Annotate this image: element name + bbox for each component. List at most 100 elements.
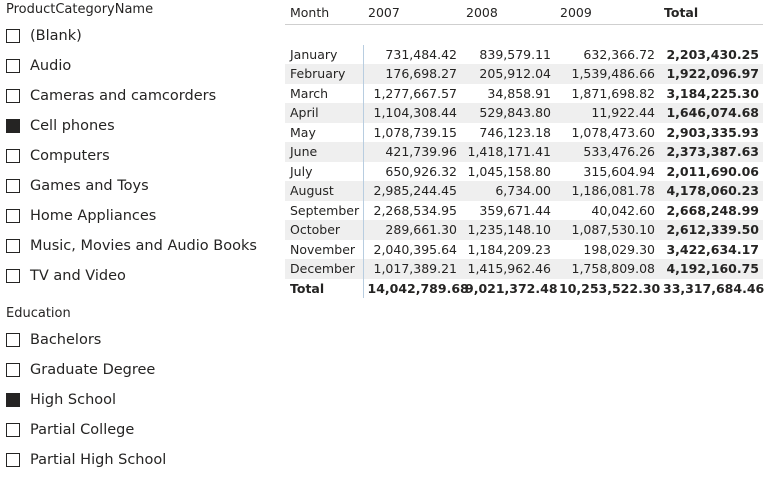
value-cell-2009: 1,087,530.10	[555, 220, 659, 240]
month-cell: April	[285, 103, 364, 123]
slicer-item[interactable]: Games and Toys	[6, 171, 276, 201]
row-total-cell: 4,178,060.23	[659, 181, 763, 201]
column-header-total[interactable]: Total	[664, 4, 699, 20]
total-label: Total	[285, 278, 364, 298]
row-total-cell: 2,668,248.99	[666, 202, 759, 218]
checkbox-icon[interactable]	[6, 29, 20, 43]
checkbox-icon[interactable]	[6, 89, 20, 103]
value-cell-2007: 1,078,739.15	[373, 124, 458, 140]
checkbox-icon[interactable]	[6, 239, 20, 253]
column-header-2007[interactable]: 2007	[368, 4, 400, 20]
checkbox-icon[interactable]	[6, 209, 20, 223]
matrix-table: Month 2007 2008 2009 Total January 731,48…	[285, 0, 764, 298]
slicer-item[interactable]: High School	[6, 385, 276, 415]
slicer-item-label: Audio	[30, 58, 72, 74]
value-cell-2008: 746,123.18	[479, 124, 551, 140]
slicer-item[interactable]: Partial High School	[6, 445, 276, 475]
grand-total-cell: 10,253,522.30	[559, 280, 661, 296]
month-cell: March	[285, 83, 364, 103]
value-cell-2008: 1,418,171.41	[461, 142, 555, 162]
spacer-cell	[285, 25, 763, 45]
month-cell: June	[285, 142, 364, 162]
checkbox-icon[interactable]	[6, 423, 20, 437]
checkbox-icon[interactable]	[6, 59, 20, 73]
table-row[interactable]: February 176,698.27 205,912.04 1,539,486.66…	[285, 64, 763, 84]
slicer-item[interactable]: Partial College	[6, 415, 276, 445]
grand-total-cell: 9,021,372.48	[465, 280, 558, 296]
value-cell-2007: 421,739.96	[363, 142, 461, 162]
value-cell-2008: 205,912.04	[461, 64, 555, 84]
slicer-title: ProductCategoryName	[6, 2, 154, 17]
table-row[interactable]: November 2,040,395.64 1,184,209.23 198,029.…	[285, 239, 763, 259]
row-total-cell: 2,203,430.25	[666, 46, 759, 62]
row-total-cell: 2,612,339.50	[659, 220, 763, 240]
month-cell: July	[285, 161, 364, 181]
row-total-cell: 2,011,690.06	[666, 163, 759, 179]
value-cell-2007: 1,104,308.44	[363, 103, 461, 123]
slicer-item[interactable]: Music, Movies and Audio Books	[6, 231, 276, 261]
slicer-item[interactable]: Home Appliances	[6, 201, 276, 231]
table-row[interactable]: October 289,661.30 1,235,148.10 1,087,530.1…	[285, 220, 763, 240]
value-cell-2009: 1,871,698.82	[571, 85, 656, 101]
grand-total-cell: 14,042,789.68	[367, 280, 469, 296]
checkbox-icon[interactable]	[6, 363, 20, 377]
slicer-item[interactable]: (Blank)	[6, 21, 276, 51]
table-row[interactable]: December 1,017,389.21 1,415,962.46 1,758,80…	[285, 259, 763, 279]
checkbox-icon[interactable]	[6, 453, 20, 467]
slicer-item-label: (Blank)	[30, 28, 82, 44]
matrix-header-row: Month 2007 2008 2009 Total	[285, 0, 763, 25]
slicer-item-label: Computers	[30, 148, 110, 164]
slicer-item[interactable]: Graduate Degree	[6, 355, 276, 385]
row-total-cell: 1,922,096.97	[659, 64, 763, 84]
sales-matrix: Month 2007 2008 2009 Total January 731,48…	[285, 0, 764, 298]
table-row[interactable]: September 2,268,534.95 359,671.44 40,042.60…	[285, 200, 763, 220]
total-row[interactable]: Total 14,042,789.68 9,021,372.48 10,253,522…	[285, 278, 764, 298]
slicer-item[interactable]: Audio	[6, 51, 276, 81]
table-row[interactable]: March 1,277,667.57 34,858.91 1,871,698.82 3,…	[285, 83, 763, 103]
table-row[interactable]: April 1,104,308.44 529,843.80 11,922.44 1,64…	[285, 103, 763, 123]
row-total-cell: 3,422,634.17	[666, 241, 759, 257]
value-cell-2007: 650,926.32	[385, 163, 457, 179]
checkbox-icon[interactable]	[6, 149, 20, 163]
value-cell-2009: 11,922.44	[555, 103, 659, 123]
slicer-title: Education	[6, 306, 71, 321]
value-cell-2008: 1,415,962.46	[461, 259, 555, 279]
month-cell: December	[285, 259, 364, 279]
slicer-item-label: High School	[30, 392, 117, 408]
value-cell-2008: 529,843.80	[461, 103, 555, 123]
slicer-item[interactable]: Computers	[6, 141, 276, 171]
value-cell-2007: 2,985,244.45	[363, 181, 461, 201]
column-header-month[interactable]: Month	[290, 4, 330, 20]
row-total-cell: 2,373,387.63	[659, 142, 763, 162]
column-header-2008[interactable]: 2008	[466, 4, 498, 20]
checkbox-icon[interactable]	[6, 269, 20, 283]
slicer-item[interactable]: Bachelors	[6, 325, 276, 355]
value-cell-2008: 359,671.44	[479, 202, 551, 218]
table-row[interactable]: May 1,078,739.15 746,123.18 1,078,473.60 2,9…	[285, 122, 763, 142]
slicer-item-label: Home Appliances	[30, 208, 157, 224]
education-slicer: Education Bachelors Graduate Degree High S…	[6, 305, 276, 475]
value-cell-2009: 198,029.30	[583, 241, 655, 257]
month-cell: May	[285, 122, 364, 142]
checkbox-icon[interactable]	[6, 179, 20, 193]
table-row[interactable]: January 731,484.42 839,579.11 632,366.72 2,2…	[285, 44, 763, 64]
checkbox-icon[interactable]	[6, 333, 20, 347]
column-header-2009[interactable]: 2009	[560, 4, 592, 20]
checkbox-checked-icon[interactable]	[6, 119, 20, 133]
slicer-item-label: Games and Toys	[30, 178, 149, 194]
checkbox-checked-icon[interactable]	[6, 393, 20, 407]
month-cell: November	[285, 239, 364, 259]
value-cell-2007: 176,698.27	[363, 64, 461, 84]
slicer-item[interactable]: Cameras and camcorders	[6, 81, 276, 111]
value-cell-2007: 1,017,389.21	[363, 259, 461, 279]
slicer-item[interactable]: Cell phones	[6, 111, 276, 141]
value-cell-2009: 1,186,081.78	[555, 181, 659, 201]
value-cell-2008: 34,858.91	[487, 85, 551, 101]
table-row[interactable]: June 421,739.96 1,418,171.41 533,476.26 2,37…	[285, 142, 763, 162]
table-row[interactable]: August 2,985,244.45 6,734.00 1,186,081.78 4,…	[285, 181, 763, 201]
value-cell-2009: 1,758,809.08	[555, 259, 659, 279]
table-row[interactable]: July 650,926.32 1,045,158.80 315,604.94 2,01…	[285, 161, 763, 181]
slicer-item[interactable]: TV and Video	[6, 261, 276, 291]
matrix-body: January 731,484.42 839,579.11 632,366.72 2,2…	[285, 25, 764, 298]
value-cell-2008: 1,184,209.23	[467, 241, 552, 257]
